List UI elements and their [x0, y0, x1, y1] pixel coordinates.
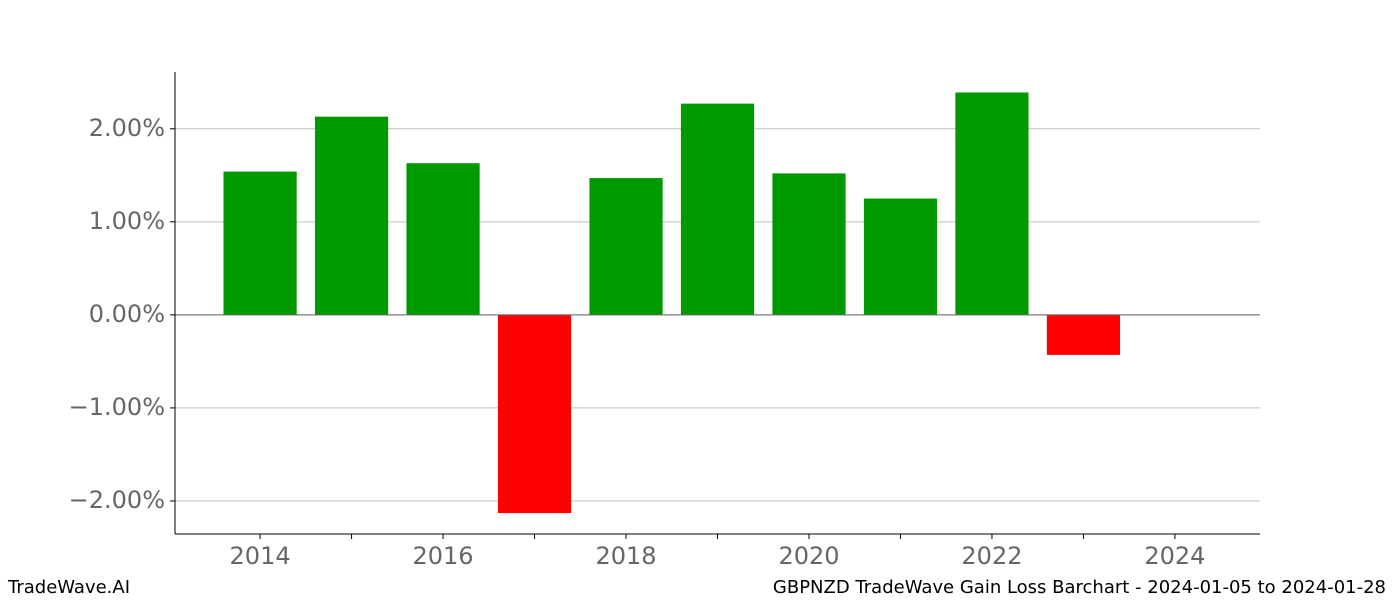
- y-tick-label: 0.00%: [89, 300, 165, 328]
- bar: [1046, 314, 1121, 355]
- bar: [772, 173, 846, 315]
- bar: [863, 198, 938, 315]
- bar: [497, 314, 572, 514]
- bar: [680, 103, 755, 315]
- bar: [223, 171, 297, 315]
- x-tick-label: 2018: [595, 542, 656, 570]
- y-tick-label: 2.00%: [89, 114, 165, 142]
- bar: [314, 116, 389, 315]
- x-tick-label: 2020: [778, 542, 839, 570]
- x-tick-label: 2014: [230, 542, 291, 570]
- x-tick-label: 2022: [961, 542, 1022, 570]
- bar: [955, 92, 1029, 315]
- chart-title: GBPNZD TradeWave Gain Loss Barchart - 20…: [773, 577, 1386, 598]
- y-tick-label: 1.00%: [89, 207, 165, 235]
- x-tick-label: 2024: [1144, 542, 1205, 570]
- bar: [406, 163, 480, 315]
- x-tick-label: 2016: [413, 542, 474, 570]
- y-tick-label: −1.00%: [69, 393, 165, 421]
- source-label: TradeWave.AI: [7, 577, 130, 598]
- y-tick-label: −2.00%: [69, 486, 165, 514]
- bar: [589, 178, 663, 315]
